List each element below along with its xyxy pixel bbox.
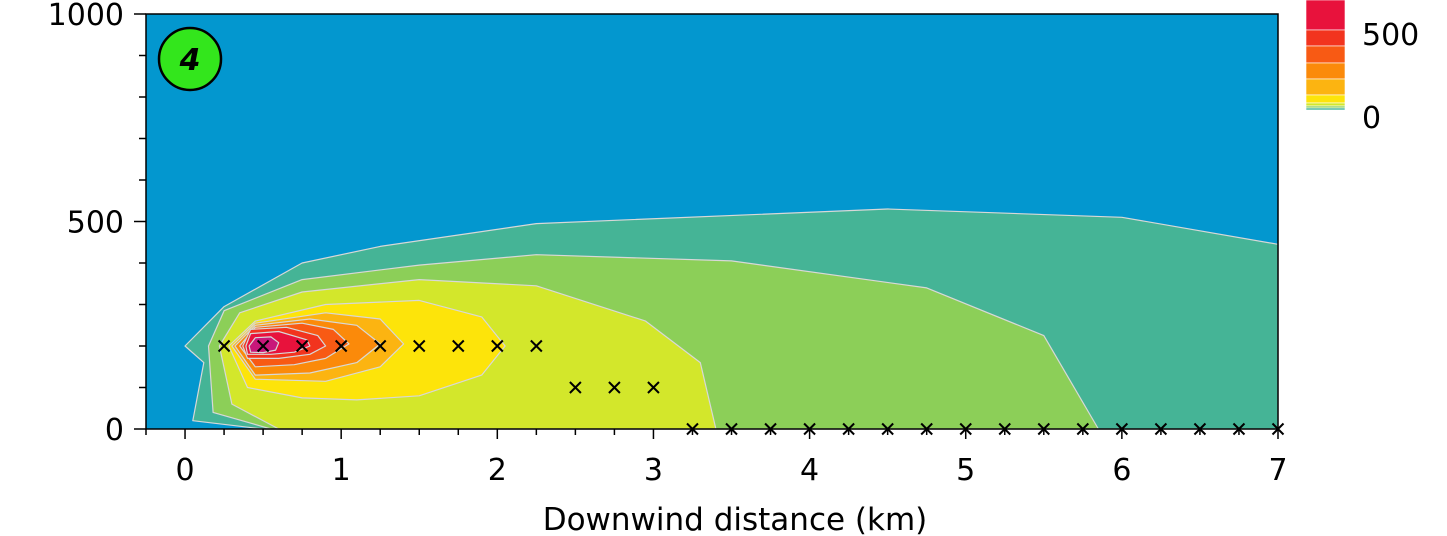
sample-marker-10 [608,381,621,394]
x-tick-label: 7 [1268,453,1287,488]
x-tick-label: 2 [488,453,507,488]
y-tick-label: 500 [67,206,124,241]
legend-swatch-2 [1305,45,1346,64]
legend-swatch-5 [1305,94,1346,104]
sample-marker-8 [530,339,543,353]
panel-number-circle [157,26,223,92]
sample-marker-7 [491,339,504,353]
plot-area [145,13,1285,436]
panel-number-label: 4 [179,43,201,78]
sample-marker-6 [452,339,465,353]
x-tick-label: 0 [175,453,194,488]
legend-swatch-3 [1305,62,1346,80]
x-tick-label: 3 [644,453,663,488]
contour-fills [184,208,1279,430]
legend-swatch-6 [1305,102,1346,107]
x-tick-label: 5 [956,453,975,488]
y-tick-label: 0 [105,413,124,448]
x-tick-label: 4 [800,453,819,488]
x-tick-label: 6 [1112,453,1131,488]
legend-label-low: 0 [1362,101,1381,136]
sample-marker-4 [373,339,387,353]
sample-marker-0 [217,339,231,353]
sample-marker-5 [413,339,426,353]
legend-swatch-4 [1305,78,1346,96]
x-axis-title: Downwind distance (km) [543,502,928,536]
sample-marker-3 [334,339,348,353]
legend-swatch-8 [1305,107,1346,111]
sample-marker-1 [256,339,270,353]
sample-marker-9 [569,381,582,394]
legend-swatch-7 [1305,105,1346,109]
color-scale-legend: 500 0 [1305,0,1419,136]
legend-swatch-0 [1305,0,1346,31]
panel-number-badge: 4 [157,26,223,92]
x-axis: 0 1 2 3 4 5 6 7 [145,429,1288,488]
legend-label-high: 500 [1362,18,1419,53]
sample-marker-2 [295,339,309,353]
x-tick-label: 1 [332,453,351,488]
y-tick-label: 1000 [48,0,124,33]
legend-swatch-1 [1305,29,1346,47]
y-axis: 0 500 1000 [48,0,146,448]
sample-marker-11 [647,381,660,394]
